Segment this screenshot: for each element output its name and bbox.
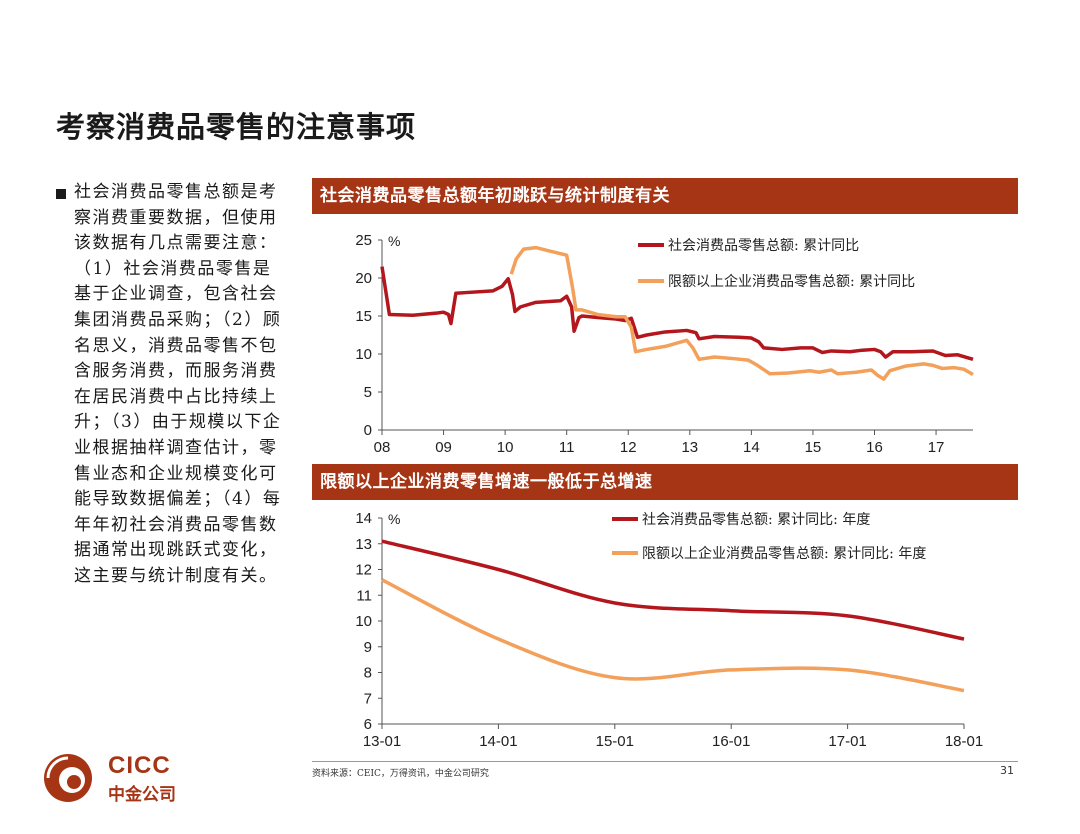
- page-number: 31: [1000, 764, 1014, 777]
- logo-text-en: CICC: [108, 752, 171, 779]
- commentary-block: 社会消费品零售总额是考察消费重要数据，但使用该数据有几点需要注意：（1）社会消费…: [56, 180, 288, 590]
- chart2-x-tick-label: 18-01: [945, 733, 983, 750]
- chart1-y-tick-label: 5: [364, 384, 372, 401]
- chart1-series-line-1: [380, 266, 974, 361]
- chart1-x-tick-label: 16: [866, 439, 883, 456]
- chart1-x-tick-label: 09: [435, 439, 452, 456]
- chart1-y-tick-label: 10: [355, 346, 372, 363]
- chart1-x-tick-label: 10: [497, 439, 514, 456]
- chart1-retail-yoy: 0 5 10 15 20 25 % 08 09 10 11 12 13 14 15 16 17 社会消费品零售总额…: [355, 232, 974, 456]
- chart2-series-line-2: [381, 578, 965, 693]
- chart2-y-tick-label: 12: [355, 562, 372, 579]
- chart2-y-tick-label: 8: [364, 665, 372, 682]
- chart2-x-tick-label: 15-01: [596, 733, 634, 750]
- chart2-x-tick-label: 16-01: [712, 733, 750, 750]
- cicc-logo-icon: [44, 754, 92, 802]
- chart1-x-tick-label: 14: [743, 439, 760, 456]
- chart2-y-tick-label: 14: [355, 510, 372, 527]
- chart2-y-tick-label: 13: [355, 536, 372, 553]
- chart1-title-banner: 社会消费品零售总额年初跳跃与统计制度有关: [312, 178, 1018, 214]
- chart2-y-tick-label: 10: [355, 613, 372, 630]
- chart2-legend-label-1: 社会消费品零售总额: 累计同比: 年度: [642, 512, 870, 528]
- chart1-series-line-2: [509, 245, 974, 381]
- logo-text-cn: 中金公司: [108, 785, 176, 805]
- chart1-x-tick-label: 12: [620, 439, 637, 456]
- bullet-icon: [56, 189, 66, 199]
- chart2-y-tick-label: 7: [364, 690, 372, 707]
- chart2-x-tick-label: 17-01: [828, 733, 866, 750]
- page-title: 考察消费品零售的注意事项: [56, 110, 417, 144]
- chart1-x-tick-label: 17: [928, 439, 945, 456]
- chart2-y-tick-label: 11: [356, 587, 372, 604]
- chart2-y-tick-label: 9: [364, 639, 372, 656]
- chart1-x-tick-label: 15: [805, 439, 822, 456]
- chart2-unit-label: %: [388, 511, 400, 527]
- chart1-x-tick-label: 13: [681, 439, 698, 456]
- chart1-x-tick-label: 08: [374, 439, 391, 456]
- chart1-legend-label-2: 限额以上企业消费品零售总额: 累计同比: [668, 273, 915, 290]
- chart1-y-tick-label: 20: [355, 270, 372, 287]
- chart2-annual-retail-yoy: 6 7 8 9 10 11 12 13 14 % 13-01 14-01 15-01 16-01 17-01…: [355, 510, 983, 750]
- chart1-legend-label-1: 社会消费品零售总额: 累计同比: [668, 238, 859, 254]
- chart2-series-line-1: [381, 539, 965, 641]
- footer-divider: [312, 761, 1018, 762]
- chart1-x-tick-label: 11: [559, 439, 575, 456]
- chart1-y-tick-label: 15: [355, 308, 372, 325]
- chart2-x-tick-label: 13-01: [363, 733, 401, 750]
- chart2-y-tick-label: 6: [364, 716, 372, 733]
- chart2-legend-label-2: 限额以上企业消费品零售总额: 累计同比: 年度: [642, 545, 926, 562]
- chart1-unit-label: %: [388, 233, 400, 249]
- chart2-x-tick-label: 14-01: [479, 733, 517, 750]
- commentary-text: 社会消费品零售总额是考察消费重要数据，但使用该数据有几点需要注意：（1）社会消费…: [74, 182, 282, 586]
- source-note: 资料来源：CEIC，万得资讯，中金公司研究: [312, 769, 489, 779]
- chart1-y-tick-label: 25: [355, 232, 372, 249]
- chart2-title-banner: 限额以上企业消费零售增速一般低于总增速: [312, 464, 1018, 500]
- chart1-y-tick-label: 0: [364, 422, 372, 439]
